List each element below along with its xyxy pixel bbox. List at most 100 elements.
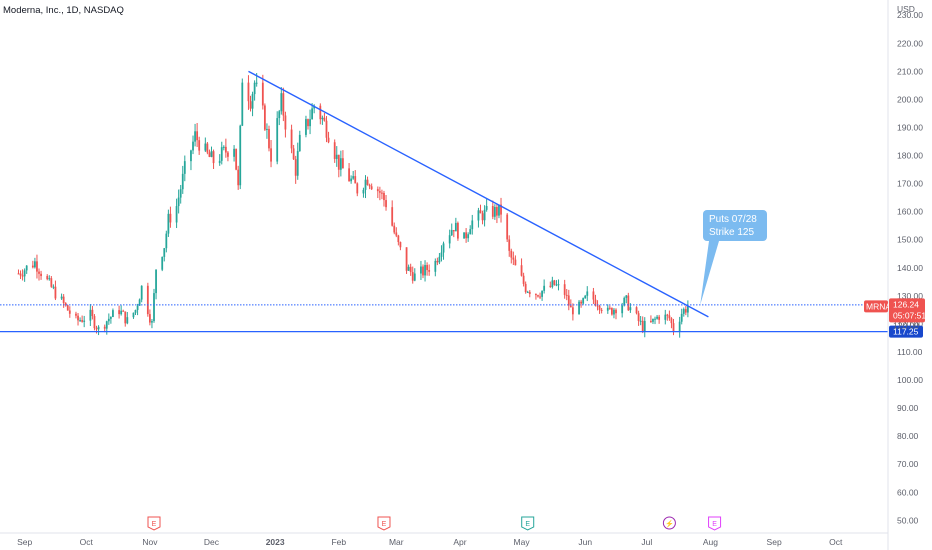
candle xyxy=(405,247,408,274)
candle-body xyxy=(650,320,652,322)
candle-body xyxy=(276,118,279,162)
candle-body xyxy=(224,146,227,153)
candle-body xyxy=(38,271,40,274)
candle-body xyxy=(424,265,426,276)
candle-body xyxy=(83,320,86,322)
candle xyxy=(514,255,517,266)
candle-body xyxy=(578,301,580,315)
earnings-icon[interactable]: E xyxy=(521,516,535,531)
candle-body xyxy=(350,178,353,182)
candle xyxy=(196,123,199,147)
candle-body xyxy=(126,317,129,324)
candle-body xyxy=(198,140,201,151)
candle xyxy=(658,314,661,324)
earnings-icon[interactable]: E xyxy=(377,516,391,531)
candle-body xyxy=(155,269,157,294)
event-label: E xyxy=(152,521,157,528)
candle xyxy=(522,272,525,287)
candle xyxy=(118,305,120,319)
candle-body xyxy=(485,206,488,210)
candle-body xyxy=(75,313,77,316)
candle-body xyxy=(481,213,484,221)
candle-body xyxy=(652,318,654,322)
candle-body xyxy=(426,265,428,271)
candle-body xyxy=(163,248,166,257)
candle-body xyxy=(477,210,480,221)
candle-body xyxy=(17,273,20,275)
candle xyxy=(567,289,570,311)
candle-body xyxy=(381,192,383,194)
y-tick-label: 190.00 xyxy=(897,122,923,132)
candle xyxy=(220,141,223,165)
candle xyxy=(584,294,587,299)
candle-body xyxy=(278,111,281,119)
candle-body xyxy=(684,309,687,313)
candle-body xyxy=(658,316,661,320)
candle-body xyxy=(438,256,441,263)
candle-body xyxy=(598,306,601,310)
candle xyxy=(580,299,583,308)
event-label: ⚡ xyxy=(665,519,674,528)
event-label: E xyxy=(712,521,717,528)
candle xyxy=(608,305,611,310)
x-tick-label: Sep xyxy=(17,537,32,547)
candle-body xyxy=(600,309,603,311)
dividend-icon[interactable]: ⚡ xyxy=(662,516,676,530)
y-tick-label: 210.00 xyxy=(897,66,923,76)
time-axis[interactable]: Sep Oct Nov Dec 2023 Feb Mar Apr May Jun Jul Aug Sep… xyxy=(0,532,888,547)
candle-body xyxy=(79,320,81,322)
candle xyxy=(305,115,307,138)
price-axis[interactable]: USD 50.00 60.00 70.00 80.00 90.00 100.00 110.0… xyxy=(887,0,932,550)
candle xyxy=(409,263,412,276)
candle-body xyxy=(420,266,422,274)
candle xyxy=(381,189,383,200)
candle-body xyxy=(409,266,412,273)
x-tick-label: May xyxy=(514,537,531,547)
candle-body xyxy=(440,252,443,257)
candle xyxy=(664,309,667,325)
candle xyxy=(666,313,669,321)
y-tick-label: 60.00 xyxy=(897,487,919,497)
y-tick-label: 80.00 xyxy=(897,431,919,441)
candle-body xyxy=(339,158,342,170)
candle-body xyxy=(103,326,106,329)
candle-body xyxy=(629,307,632,311)
candle xyxy=(506,213,509,243)
candle xyxy=(524,281,527,294)
candle xyxy=(155,269,157,300)
candle xyxy=(686,300,689,318)
candle xyxy=(652,318,654,324)
candle-body xyxy=(362,189,365,194)
candle-body xyxy=(452,230,455,232)
earnings-icon[interactable]: E xyxy=(708,516,722,531)
candle xyxy=(153,288,155,323)
candle-body xyxy=(112,310,114,317)
earnings-icon[interactable]: E xyxy=(147,516,161,531)
candle xyxy=(512,251,515,265)
trendline[interactable] xyxy=(248,70,709,318)
candle-body xyxy=(120,310,123,315)
chart-title: Moderna, Inc., 1D, NASDAQ xyxy=(3,5,124,16)
candle-body xyxy=(36,261,38,272)
candle xyxy=(571,303,574,321)
candle xyxy=(194,123,196,147)
candle-body xyxy=(335,154,338,159)
candle xyxy=(175,198,178,229)
candle xyxy=(553,279,556,286)
callout-bubble[interactable]: Puts 07/28 Strike 125 xyxy=(700,210,767,305)
candle-body xyxy=(635,307,638,314)
candle xyxy=(68,306,71,318)
candle xyxy=(208,149,211,158)
candle xyxy=(323,112,326,122)
candle-body xyxy=(249,101,252,109)
candle xyxy=(395,227,398,238)
candle xyxy=(434,258,437,277)
candle-body xyxy=(97,326,100,330)
candle xyxy=(284,111,287,138)
candle xyxy=(680,308,683,325)
candle xyxy=(668,310,671,321)
candle-body xyxy=(196,131,199,141)
candle-body xyxy=(623,297,626,306)
candle xyxy=(138,298,141,306)
